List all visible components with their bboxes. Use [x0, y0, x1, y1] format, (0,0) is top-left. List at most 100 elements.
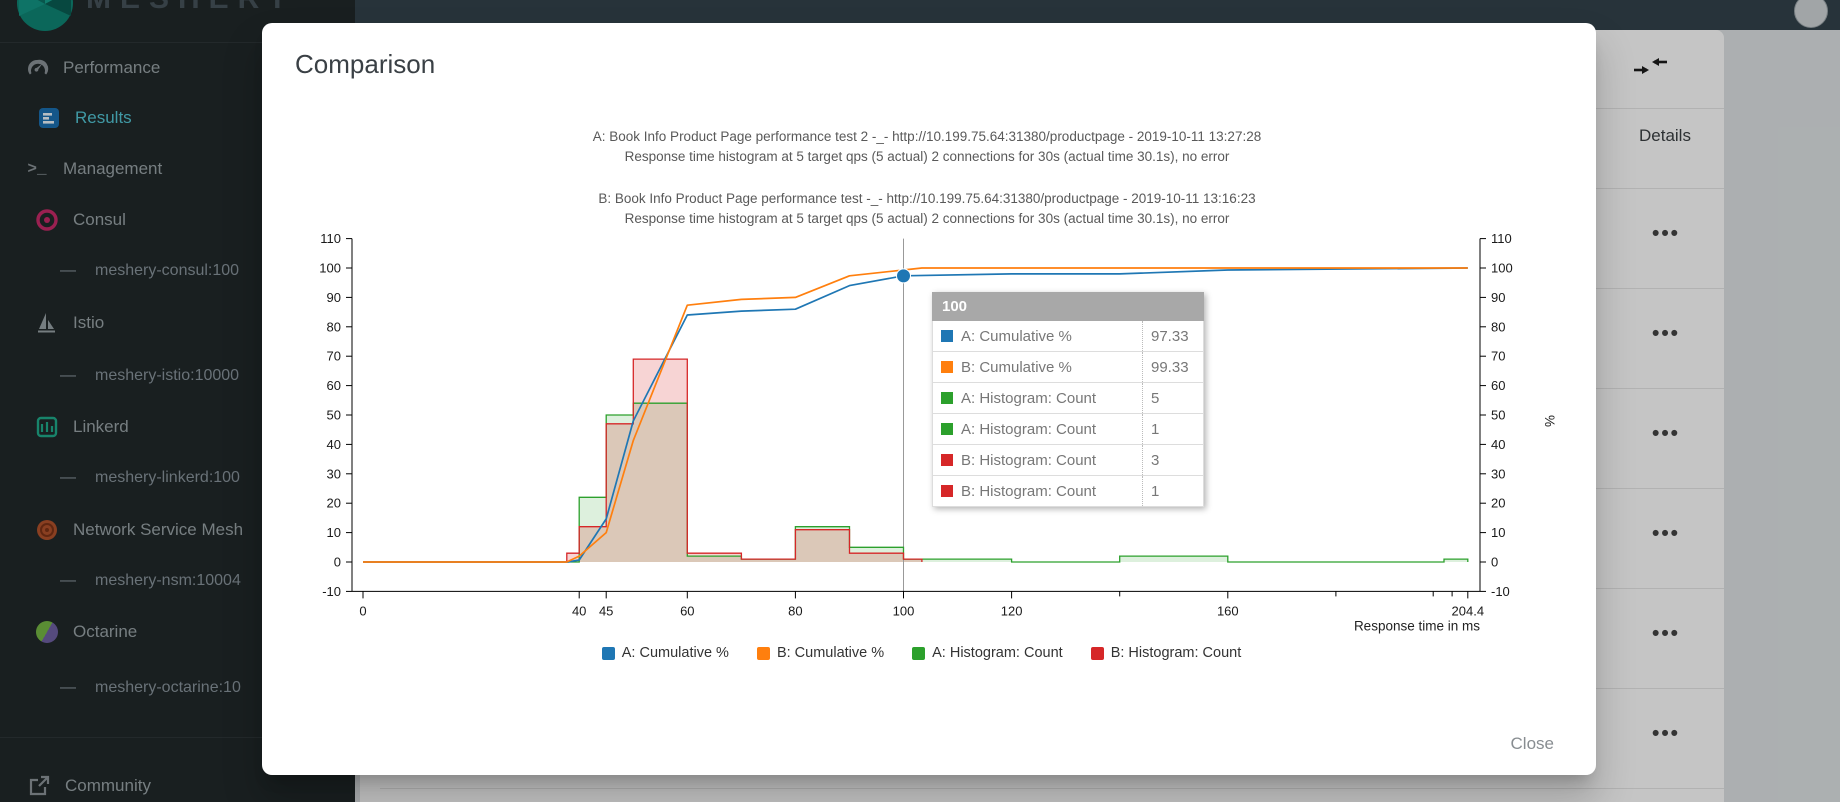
tooltip-series-value: 97.33 — [1142, 321, 1203, 351]
x-axis-title: Response time in ms — [1354, 618, 1480, 633]
chart-subtitle-a: Response time histogram at 5 target qps … — [624, 149, 1230, 164]
sub-item-dash-icon: — — [60, 679, 76, 696]
sidebar-item-nsm[interactable]: Network Service Mesh — [34, 514, 243, 546]
y-axis-tick-label: 20 — [1491, 496, 1505, 511]
x-axis-tick-label: 60 — [680, 603, 694, 618]
sidebar-item-management[interactable]: >_ Management — [24, 153, 162, 185]
chart-tooltip: 100 A: Cumulative % 97.33 B: Cumulative % 9… — [932, 292, 1204, 507]
y-axis-tick-label: 100 — [1491, 261, 1513, 276]
results-icon — [36, 105, 62, 131]
comparison-dialog: Comparison A: Book Info Product Page per… — [262, 23, 1596, 775]
chart-title-b: B: Book Info Product Page performance te… — [598, 191, 1256, 206]
cumulative-line — [363, 267, 1468, 563]
tooltip-series-swatch-icon — [941, 392, 953, 404]
tooltip-row: A: Cumulative % 97.33 — [932, 321, 1204, 352]
histogram-outline — [363, 358, 923, 563]
consul-icon — [34, 207, 60, 233]
legend-swatch-icon — [601, 646, 615, 660]
sidebar-item-results[interactable]: Results — [36, 102, 132, 134]
collapse-panel-icon[interactable] — [1632, 50, 1668, 86]
legend-swatch-icon — [756, 646, 770, 660]
sidebar-item-community[interactable]: Community — [26, 770, 151, 802]
row-more-options-button[interactable]: ••• — [1651, 222, 1681, 245]
terminal-icon: >_ — [27, 160, 47, 178]
legend-item[interactable]: A: Cumulative % — [601, 645, 729, 661]
x-axis-tick-label: 40 — [572, 603, 586, 618]
x-axis-tick-label: 80 — [788, 603, 802, 618]
y-axis-tick-label: 10 — [1491, 525, 1505, 540]
sidebar-item-label: meshery-octarine:10 — [95, 679, 241, 696]
chart-title-a: A: Book Info Product Page performance te… — [592, 129, 1262, 144]
istio-icon — [34, 310, 60, 336]
tooltip-series-swatch-icon — [941, 454, 953, 466]
tooltip-series-value: 1 — [1142, 414, 1203, 444]
tooltip-series-label: B: Histogram: Count — [961, 482, 1097, 500]
sidebar-item-linkerd[interactable]: Linkerd — [34, 411, 129, 443]
y-axis-tick-label: 30 — [327, 466, 341, 481]
gauge-icon — [24, 55, 50, 81]
sidebar-item-label: Results — [75, 108, 132, 127]
sidebar-item-label: Octarine — [73, 622, 138, 641]
sidebar-item-istio[interactable]: Istio — [34, 307, 104, 339]
sub-item-dash-icon: — — [60, 367, 76, 384]
row-more-options-button[interactable]: ••• — [1651, 422, 1681, 445]
dialog-title: Comparison — [295, 49, 436, 79]
sidebar-item-octarine[interactable]: Octarine — [34, 616, 137, 648]
sidebar-item-linkerd-adapter[interactable]: — meshery-linkerd:100 — [60, 462, 240, 494]
tooltip-series-label: A: Histogram: Count — [961, 389, 1097, 407]
y-axis-tick-label: 0 — [1491, 555, 1498, 570]
row-more-options-button[interactable]: ••• — [1651, 722, 1681, 745]
tooltip-series-label: A: Cumulative % — [961, 327, 1072, 345]
meshery-wordmark: MESHERY — [86, 0, 296, 16]
selected-point-marker[interactable] — [896, 268, 911, 284]
y-axis-tick-label: 60 — [327, 378, 341, 393]
legend-item[interactable]: A: Histogram: Count — [912, 645, 1063, 661]
histogram-area — [363, 359, 922, 562]
legend-item[interactable]: B: Cumulative % — [756, 645, 885, 661]
x-axis-tick-label: 45 — [599, 603, 613, 618]
y-axis-tick-label: 0 — [334, 555, 341, 570]
legend-item[interactable]: B: Histogram: Count — [1090, 645, 1241, 661]
tooltip-row: A: Histogram: Count 1 — [932, 414, 1204, 445]
right-y-axis-title: % — [1542, 415, 1557, 427]
y-axis-tick-label: 110 — [320, 231, 341, 246]
meshery-logo[interactable]: MESHERY — [0, 0, 355, 34]
y-axis-tick-label: -10 — [1491, 584, 1510, 599]
sidebar-item-label: meshery-nsm:10004 — [95, 572, 241, 589]
cumulative-line — [363, 267, 1468, 563]
sidebar-item-octarine-adapter[interactable]: — meshery-octarine:10 — [60, 672, 241, 704]
sidebar-item-performance[interactable]: Performance — [24, 52, 160, 84]
sidebar-item-consul[interactable]: Consul — [34, 204, 126, 236]
sidebar-item-istio-adapter[interactable]: — meshery-istio:10000 — [60, 360, 239, 392]
nsm-icon — [34, 517, 60, 543]
details-column-header: Details — [1639, 126, 1691, 145]
sidebar-divider — [0, 42, 355, 43]
x-axis-tick-label: 160 — [1217, 603, 1239, 618]
sidebar-item-label: Network Service Mesh — [73, 520, 244, 539]
sidebar-item-label: Management — [63, 159, 163, 178]
chart-titles: A: Book Info Product Page performance te… — [363, 127, 1491, 229]
meshery-logo-icon — [16, 0, 74, 34]
y-axis-tick-label: 80 — [327, 319, 341, 334]
legend-label: B: Cumulative % — [776, 645, 885, 661]
tooltip-row: B: Histogram: Count 1 — [932, 476, 1204, 507]
chart-axes — [351, 238, 1481, 592]
y-axis-tick-label: 40 — [1491, 437, 1505, 452]
tooltip-row: B: Cumulative % 99.33 — [932, 352, 1204, 383]
row-more-options-button[interactable]: ••• — [1651, 522, 1681, 545]
sidebar-item-label: Linkerd — [73, 417, 129, 436]
close-button[interactable]: Close — [1505, 733, 1560, 755]
tooltip-row: A: Histogram: Count 5 — [932, 383, 1204, 414]
legend-label: A: Histogram: Count — [932, 645, 1063, 661]
row-more-options-button[interactable]: ••• — [1651, 622, 1681, 645]
y-axis-tick-label: -10 — [322, 584, 341, 599]
tooltip-series-value: 1 — [1142, 476, 1203, 506]
row-more-options-button[interactable]: ••• — [1651, 322, 1681, 345]
sidebar-item-nsm-adapter[interactable]: — meshery-nsm:10004 — [60, 565, 241, 597]
y-axis-tick-label: 70 — [1491, 349, 1505, 364]
sidebar-item-consul-adapter[interactable]: — meshery-consul:100 — [60, 255, 239, 287]
user-avatar[interactable] — [1794, 0, 1828, 28]
sidebar-item-label: Consul — [73, 210, 126, 229]
